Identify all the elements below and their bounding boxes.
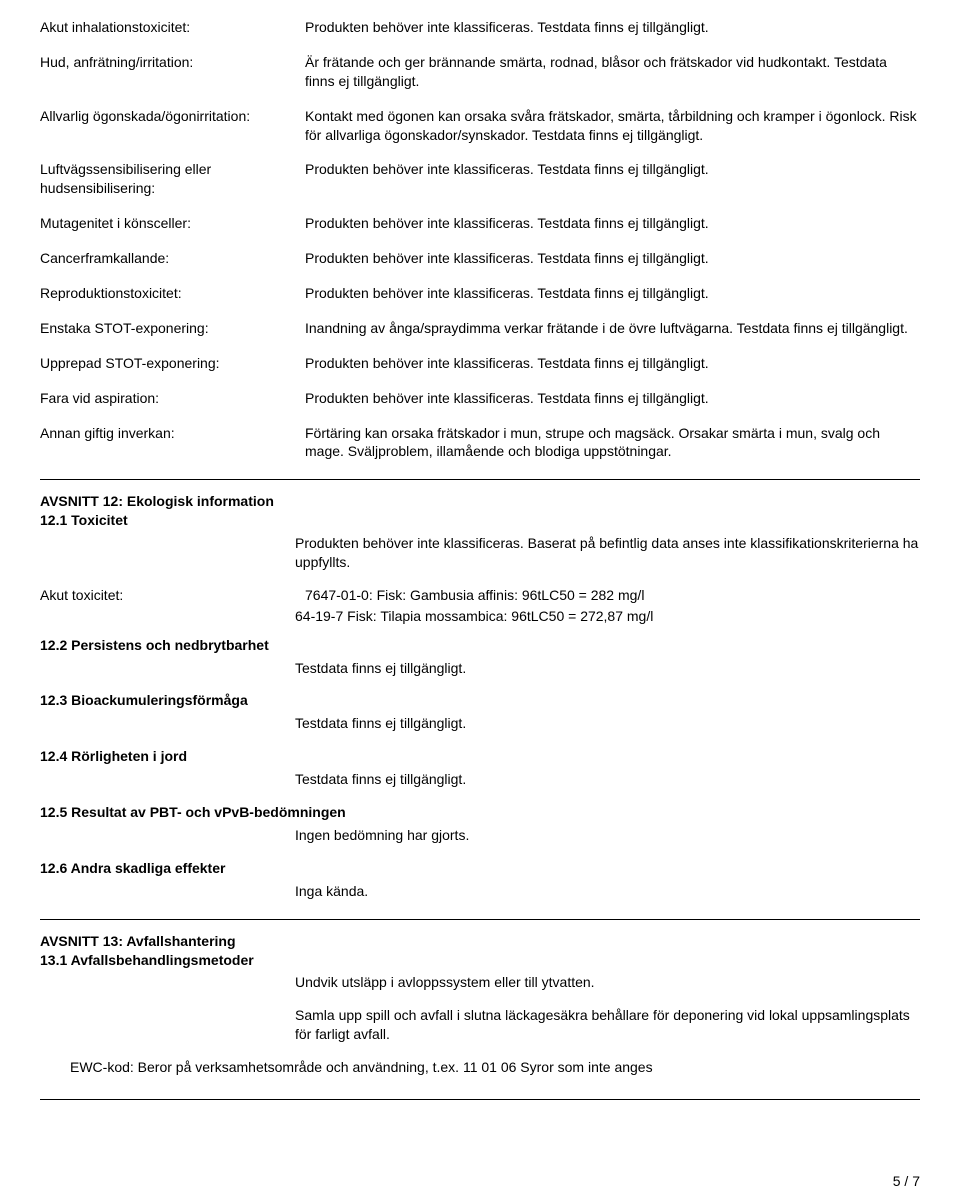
page-number: 5 / 7 <box>893 1172 920 1191</box>
label: Akut toxicitet: <box>40 586 305 605</box>
akut-toxicitet-line2: 64-19-7 Fisk: Tilapia mossambica: 96tLC5… <box>295 607 920 626</box>
label: Akut inhalationstoxicitet: <box>40 18 305 37</box>
page-footer-divider <box>40 1099 920 1100</box>
section12-3-value: Testdata finns ej tillgängligt. <box>295 714 920 733</box>
row-ogonskada: Allvarlig ögonskada/ögonirritation: Kont… <box>40 107 920 145</box>
label: Luftvägssensibilisering eller hudsensibi… <box>40 160 305 198</box>
section12-2-title: 12.2 Persistens och nedbrytbarhet <box>40 636 920 655</box>
section-divider <box>40 479 920 480</box>
row-akut-inhalation: Akut inhalationstoxicitet: Produkten beh… <box>40 18 920 37</box>
row-luftvag: Luftvägssensibilisering eller hudsensibi… <box>40 160 920 198</box>
value: Förtäring kan orsaka frätskador i mun, s… <box>305 424 920 462</box>
row-annan-giftig: Annan giftig inverkan: Förtäring kan ors… <box>40 424 920 462</box>
section13-1-ewc: EWC-kod: Beror på verksamhetsområde och … <box>70 1058 920 1077</box>
section12-title: AVSNITT 12: Ekologisk information <box>40 492 920 511</box>
section12-1-intro: Produkten behöver inte klassificeras. Ba… <box>295 534 920 572</box>
row-upprepad-stot: Upprepad STOT-exponering: Produkten behö… <box>40 354 920 373</box>
label: Allvarlig ögonskada/ögonirritation: <box>40 107 305 145</box>
value: 7647-01-0: Fisk: Gambusia affinis: 96tLC… <box>305 586 920 605</box>
section13-1-p1: Undvik utsläpp i avloppssystem eller til… <box>295 973 920 992</box>
label: Fara vid aspiration: <box>40 389 305 408</box>
value: Produkten behöver inte klassificeras. Te… <box>305 214 920 233</box>
row-hud: Hud, anfrätning/irritation: Är frätande … <box>40 53 920 91</box>
row-enstaka-stot: Enstaka STOT-exponering: Inandning av ån… <box>40 319 920 338</box>
label: Reproduktionstoxicitet: <box>40 284 305 303</box>
section12-5-value: Ingen bedömning har gjorts. <box>295 826 920 845</box>
section12-1-title: 12.1 Toxicitet <box>40 511 920 530</box>
label: Mutagenitet i könsceller: <box>40 214 305 233</box>
label: Annan giftig inverkan: <box>40 424 305 462</box>
label: Enstaka STOT-exponering: <box>40 319 305 338</box>
section13-1-title: 13.1 Avfallsbehandlingsmetoder <box>40 951 920 970</box>
value: Inandning av ånga/spraydimma verkar frät… <box>305 319 920 338</box>
value: Produkten behöver inte klassificeras. Te… <box>305 389 920 408</box>
value: Produkten behöver inte klassificeras. Te… <box>305 160 920 198</box>
section12-6-value: Inga kända. <box>295 882 920 901</box>
section13-1-p2: Samla upp spill och avfall i slutna läck… <box>295 1006 920 1044</box>
value: Produkten behöver inte klassificeras. Te… <box>305 284 920 303</box>
section12-2-value: Testdata finns ej tillgängligt. <box>295 659 920 678</box>
row-mutagenitet: Mutagenitet i könsceller: Produkten behö… <box>40 214 920 233</box>
label: Cancerframkallande: <box>40 249 305 268</box>
value: Är frätande och ger brännande smärta, ro… <box>305 53 920 91</box>
section13-title: AVSNITT 13: Avfallshantering <box>40 932 920 951</box>
label: Hud, anfrätning/irritation: <box>40 53 305 91</box>
section12-3-title: 12.3 Bioackumuleringsförmåga <box>40 691 920 710</box>
row-reproduktion: Reproduktionstoxicitet: Produkten behöve… <box>40 284 920 303</box>
section-divider <box>40 919 920 920</box>
label: Upprepad STOT-exponering: <box>40 354 305 373</box>
row-aspiration: Fara vid aspiration: Produkten behöver i… <box>40 389 920 408</box>
page: Akut inhalationstoxicitet: Produkten beh… <box>0 0 960 1203</box>
value: Produkten behöver inte klassificeras. Te… <box>305 18 920 37</box>
value: Produkten behöver inte klassificeras. Te… <box>305 354 920 373</box>
value: Produkten behöver inte klassificeras. Te… <box>305 249 920 268</box>
section12-4-value: Testdata finns ej tillgängligt. <box>295 770 920 789</box>
section12-5-title: 12.5 Resultat av PBT- och vPvB-bedömning… <box>40 803 920 822</box>
value: Kontakt med ögonen kan orsaka svåra frät… <box>305 107 920 145</box>
section12-4-title: 12.4 Rörligheten i jord <box>40 747 920 766</box>
section12-6-title: 12.6 Andra skadliga effekter <box>40 859 920 878</box>
row-akut-toxicitet: Akut toxicitet: 7647-01-0: Fisk: Gambusi… <box>40 586 920 605</box>
row-cancer: Cancerframkallande: Produkten behöver in… <box>40 249 920 268</box>
